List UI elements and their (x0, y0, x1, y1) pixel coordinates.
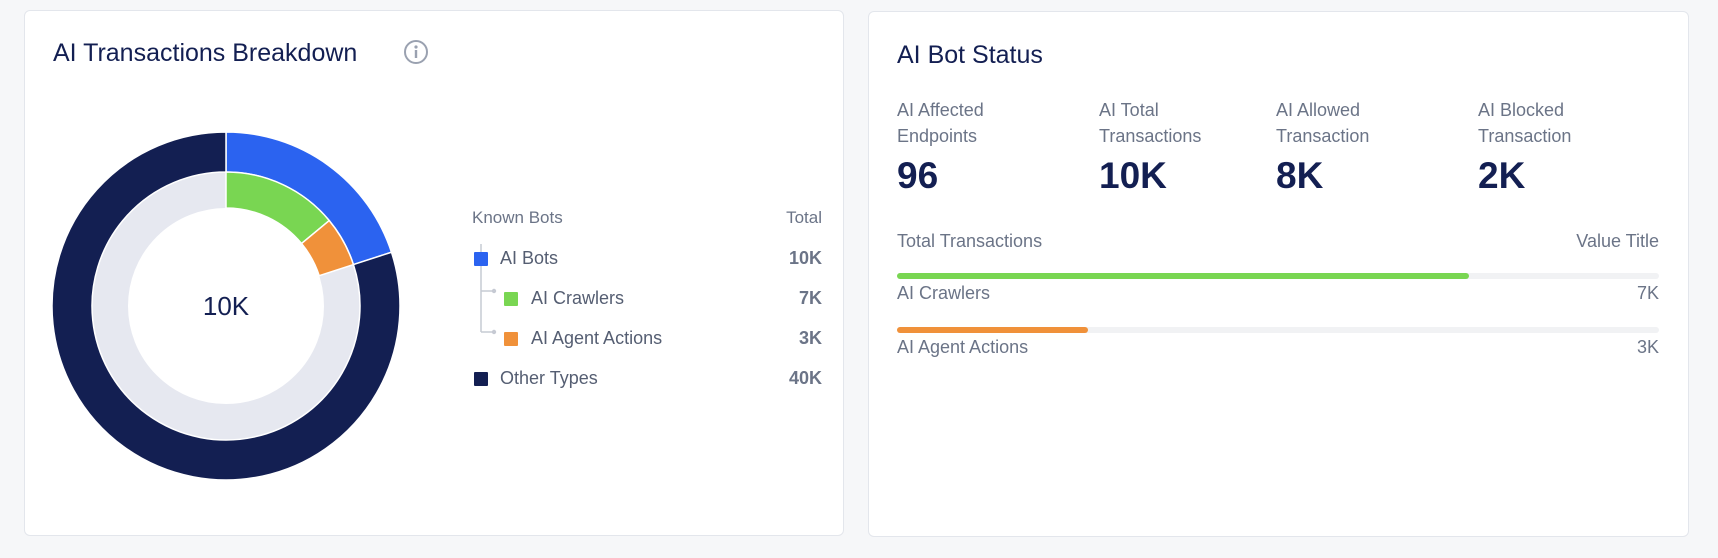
ai-bot-status-card: AI Bot Status AI Affected Endpoints 96 A… (868, 11, 1689, 537)
breakdown-title: AI Transactions Breakdown (53, 39, 358, 67)
metric-total-transactions: AI Total Transactions 10K (1099, 97, 1249, 197)
progress-label: AI Agent Actions (897, 337, 1029, 357)
other-types-swatch (474, 372, 488, 386)
ai-agent-actions-swatch (504, 332, 518, 346)
progress-track (897, 327, 1659, 333)
legend-header-known-bots: Known Bots (472, 208, 563, 227)
metric-label: AI Affected Endpoints (897, 100, 984, 146)
legend-value: 10K (788, 248, 822, 268)
donut-center-label: 10K (203, 291, 250, 321)
donut-slice-ai-agent-actions[interactable] (300, 219, 355, 277)
metric-blocked-transaction: AI Blocked Transaction 2K (1478, 97, 1628, 197)
metric-value: 2K (1478, 155, 1526, 196)
progress-label: AI Crawlers (897, 283, 991, 303)
total-transactions-header: Total Transactions Value Title (897, 231, 1659, 252)
total-transactions-label: Total Transactions (897, 231, 1043, 251)
progress-fill (897, 273, 1469, 279)
legend-header-total: Total (786, 208, 822, 227)
metric-allowed-transaction: AI Allowed Transaction 8K (1276, 97, 1426, 197)
metric-value: 10K (1099, 155, 1167, 196)
legend-item-ai-agent-actions[interactable]: AI Agent Actions 3K (472, 327, 822, 351)
breakdown-legend: Known Bots Total AI Bots 10K AI Crawlers… (472, 208, 822, 388)
legend-value: 40K (788, 368, 822, 388)
ai-transactions-breakdown-card: AI Transactions Breakdown 10K Known Bots… (24, 10, 844, 536)
progress-value: 7K (1636, 283, 1659, 303)
ai-crawlers-swatch (504, 292, 518, 306)
legend-value: 3K (798, 328, 822, 348)
legend-header: Known Bots Total (472, 208, 822, 232)
ai-bots-swatch (474, 252, 488, 266)
metric-affected-endpoints: AI Affected Endpoints 96 (897, 97, 1047, 197)
legend-item-other-types[interactable]: Other Types 40K (472, 367, 822, 391)
breakdown-donut-chart: 10K (51, 131, 401, 481)
donut-slice-other-types[interactable] (51, 131, 401, 481)
legend-value: 7K (798, 288, 822, 308)
value-title-label: Value Title (1576, 231, 1659, 251)
progress-value: 3K (1636, 337, 1659, 357)
legend-item-ai-crawlers[interactable]: AI Crawlers 7K (472, 287, 822, 311)
metric-label: AI Blocked Transaction (1478, 100, 1572, 146)
status-title: AI Bot Status (897, 41, 1043, 69)
legend-item-ai-bots[interactable]: AI Bots 10K (472, 247, 822, 271)
legend-label: AI Crawlers (531, 288, 625, 308)
progress-fill (897, 327, 1088, 333)
metric-label: AI Allowed Transaction (1276, 100, 1370, 146)
metric-value: 96 (897, 155, 939, 196)
legend-label: Other Types (500, 368, 598, 388)
info-circle-icon[interactable] (403, 39, 429, 65)
legend-label: AI Agent Actions (531, 328, 663, 348)
metric-value: 8K (1276, 155, 1324, 196)
legend-label: AI Bots (500, 248, 559, 268)
metric-label: AI Total Transactions (1099, 100, 1202, 146)
